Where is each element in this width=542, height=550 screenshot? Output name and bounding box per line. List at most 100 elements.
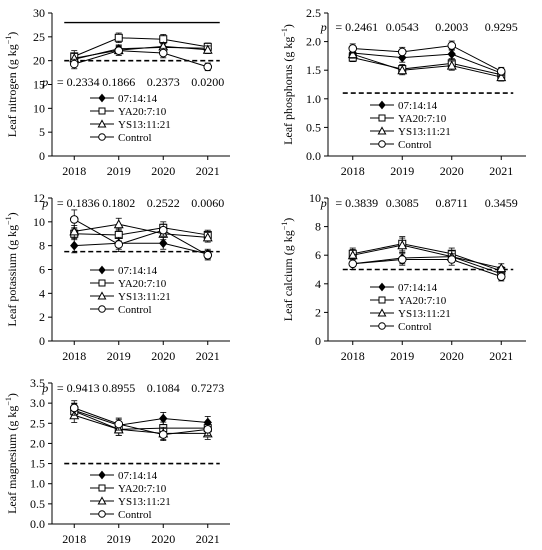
circle-marker [397,255,407,264]
y-tick-label: 2 [39,310,45,324]
p-value: = 0.9413 [57,381,100,395]
series-line [74,50,208,68]
y-tick-label: 0.0 [30,517,45,531]
triangle-marker [202,44,213,54]
triangle-marker [97,291,107,300]
series-line [74,414,208,434]
triangle-marker [113,219,124,229]
series-circle [348,253,506,282]
y-tick-label: 10 [33,101,45,115]
circle-marker [114,419,124,429]
series-line [352,256,502,275]
legend-label: 07:14:14 [118,93,158,105]
legend-label: Control [398,139,432,151]
x-tick-label: 2018 [62,164,86,178]
y-tick-label: 0 [315,334,321,348]
series-line [74,223,208,238]
chart-panel-3: 0 2 4 6 8 10 12 2018 2019 2020 2021 Leaf potassium … [4,191,230,363]
p-value: 0.8711 [435,196,468,210]
y-tick-label: 12 [33,191,45,205]
series-line [74,45,208,59]
diamond-marker [159,238,168,249]
diamond-marker [159,413,168,424]
p-value: = 0.2334 [57,75,100,89]
legend-label: YA20:7:10 [118,483,167,495]
series-line [74,410,208,430]
series-line [74,407,208,436]
legend-label: YA20:7:10 [398,113,447,125]
diamond-marker [98,470,106,480]
legend-label: YA20:7:10 [398,295,447,307]
circle-marker [496,272,506,281]
series-circle [69,45,213,72]
p-value: = 0.3839 [335,196,378,210]
circle-marker [203,250,213,260]
y-tick-label: 2.5 [306,6,321,20]
y-tick-label: 2 [315,305,321,319]
series-line [352,244,502,269]
square-marker [114,33,123,42]
x-tick-label: 2019 [107,164,131,178]
diamond-marker [378,100,386,110]
series-line [74,219,208,256]
circle-marker [397,47,407,57]
series-line [352,258,502,278]
triangle-marker [97,119,107,128]
diamond-marker [98,93,106,103]
circle-marker [98,510,106,518]
circle-marker [348,259,358,269]
diamond-marker [447,49,456,60]
chart-panel-1: 0 5 10 15 20 25 30 2018 2019 2020 2021 Leaf nitroge… [4,6,230,178]
triangle-marker [97,496,107,505]
y-tick-label: 5 [39,125,45,139]
x-tick-label: 2019 [390,349,414,363]
x-tick-label: 2021 [196,532,220,546]
y-axis-title: Leaf calcium (g kg−1) [280,218,295,321]
circle-marker [348,44,358,53]
y-tick-label: 0 [39,149,45,163]
triangle-marker [496,262,507,273]
legend-label: Control [118,509,152,521]
x-tick-label: 2020 [151,164,175,178]
series-line [352,57,502,76]
p-value: 0.1866 [102,75,135,89]
p-value: 0.1084 [147,381,180,395]
series-line [74,37,208,57]
p-label: p [320,20,327,34]
p-value: 0.0060 [191,196,224,210]
x-tick-label: 2021 [196,164,220,178]
p-value: 0.1802 [102,196,135,210]
series-line [74,46,208,60]
series-line [352,52,502,74]
circle-marker [69,215,79,224]
p-value: 0.3459 [485,196,518,210]
legend-label: YS13:11:21 [118,496,171,508]
x-tick-label: 2020 [440,164,464,178]
series-square [348,53,506,80]
x-tick-label: 2019 [107,349,131,363]
diamond-marker [70,240,79,251]
square-marker [378,114,386,122]
triangle-marker [397,240,408,250]
y-tick-label: 2.0 [30,436,45,450]
legend-label: 07:14:14 [118,470,158,482]
circle-marker [378,322,386,330]
series-line [74,227,208,236]
circle-marker [69,59,79,69]
y-tick-label: 6 [315,248,321,262]
y-tick-label: 0.5 [30,497,45,511]
series-line [74,242,208,255]
y-tick-label: 15 [33,78,45,92]
triangle-marker [347,49,358,59]
p-value-row: p = 0.2461 0.0543 0.2003 0.9295 [320,20,518,34]
triangle-marker [377,308,387,317]
triangle-marker [446,60,457,70]
series-square [70,403,212,436]
p-label: p [41,381,48,395]
p-value: 0.2003 [435,20,468,34]
triangle-marker [397,65,408,75]
chart-panel-5: 0.0 0.5 1.0 1.5 2.0 2.5 3.0 3.5 2018 2019 2020 2021… [4,376,230,546]
chart-panel-2: 0.0 0.5 1.0 1.5 2.0 2.5 2018 2019 2020 2021 Leaf p… [280,6,526,178]
